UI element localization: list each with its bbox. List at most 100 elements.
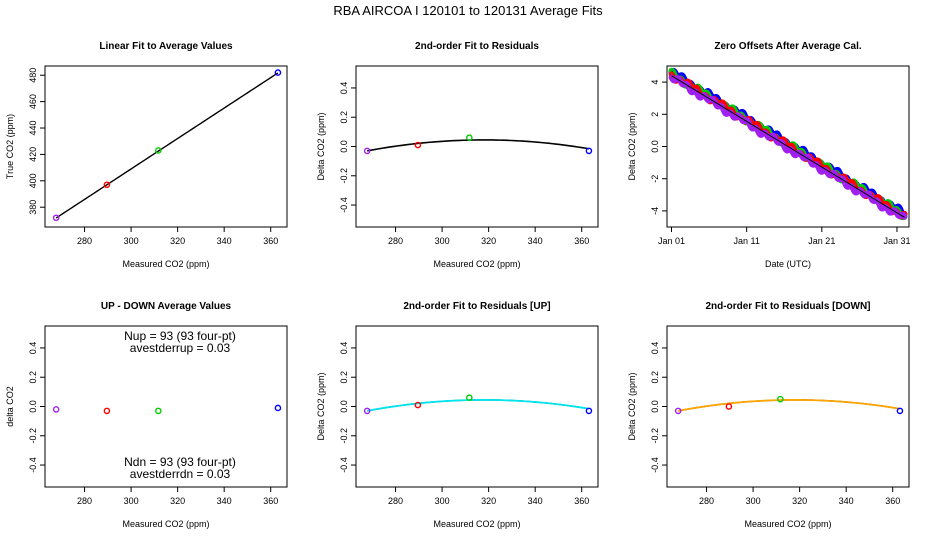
y-tick-label: 380 — [28, 200, 38, 215]
y-tick-label: -0.4 — [28, 457, 38, 473]
x-tick-label: 300 — [124, 496, 139, 506]
x-tick-label: 300 — [435, 236, 450, 246]
x-tick-label: Jan 31 — [883, 236, 910, 246]
x-tick-label: 320 — [170, 236, 185, 246]
x-axis-label: Date (UTC) — [765, 259, 811, 269]
y-axis-label: delta CO2 — [5, 386, 15, 427]
x-tick-label: 360 — [574, 236, 589, 246]
data-point — [414, 141, 422, 149]
x-tick-label: 300 — [124, 236, 139, 246]
y-tick-label: -0.2 — [339, 168, 349, 184]
chart-title: Linear Fit to Average Values — [99, 41, 233, 52]
y-tick-label: -0.2 — [339, 428, 349, 444]
chart-title: UP - DOWN Average Values — [101, 301, 232, 312]
data-point — [725, 403, 733, 410]
x-tick-label: 340 — [839, 496, 854, 506]
zero-offset-series — [668, 67, 908, 221]
y-axis-label: True CO2 (ppm) — [5, 114, 15, 179]
y-tick-label: 480 — [28, 68, 38, 83]
chart-title: 2nd-order Fit to Residuals [DOWN] — [706, 301, 871, 312]
data-point — [103, 181, 111, 189]
x-tick-label: 320 — [481, 496, 496, 506]
annotation-text: avestderrup = 0.03 — [130, 341, 231, 355]
y-tick-label: 400 — [28, 173, 38, 188]
x-tick-label: 340 — [217, 236, 232, 246]
y-tick-label: 0.2 — [650, 371, 660, 384]
x-axis-label: Measured CO2 (ppm) — [433, 259, 520, 269]
x-tick-label: 320 — [170, 496, 185, 506]
y-tick-label: -4 — [650, 207, 660, 215]
data-point — [363, 147, 371, 155]
data-point — [52, 406, 60, 413]
y-tick-label: 0.4 — [28, 342, 38, 355]
x-tick-label: 360 — [263, 496, 278, 506]
fit-line — [678, 399, 901, 412]
data-point — [466, 134, 473, 142]
y-tick-label: 460 — [28, 94, 38, 109]
x-axis-label: Measured CO2 (ppm) — [744, 519, 831, 529]
data-point — [103, 407, 111, 415]
y-axis-label: Delta CO2 (ppm) — [627, 372, 637, 440]
x-tick-label: 360 — [263, 236, 278, 246]
data-point — [155, 407, 162, 415]
fit-line — [367, 399, 590, 412]
x-tick-label: 360 — [574, 496, 589, 506]
y-tick-label: -0.4 — [650, 457, 660, 473]
x-axis-label: Measured CO2 (ppm) — [433, 519, 520, 529]
x-axis-label: Measured CO2 (ppm) — [122, 259, 209, 269]
x-tick-label: 320 — [792, 496, 807, 506]
y-tick-label: -0.2 — [28, 428, 38, 444]
data-point — [363, 407, 371, 415]
y-tick-label: 0.4 — [339, 342, 349, 355]
data-point — [274, 69, 282, 76]
y-tick-label: 0.0 — [339, 140, 349, 153]
y-tick-label: 0.0 — [339, 400, 349, 413]
x-tick-label: 340 — [217, 496, 232, 506]
x-tick-label: Jan 01 — [658, 236, 685, 246]
x-tick-label: 280 — [699, 496, 714, 506]
plot-frame — [44, 65, 288, 228]
y-tick-label: -2 — [650, 175, 660, 183]
chart-title: Zero Offsets After Average Cal. — [714, 41, 861, 52]
x-tick-label: 280 — [77, 236, 92, 246]
y-tick-label: 0.2 — [339, 371, 349, 384]
y-tick-label: 420 — [28, 147, 38, 162]
data-point — [414, 401, 422, 409]
data-point — [585, 147, 593, 155]
x-tick-label: 340 — [528, 496, 543, 506]
y-tick-label: -0.4 — [339, 197, 349, 213]
annotation-text: avestderrdn = 0.03 — [130, 467, 231, 481]
x-axis-label: Measured CO2 (ppm) — [122, 519, 209, 529]
y-axis-label: Delta CO2 (ppm) — [627, 112, 637, 180]
x-tick-label: Jan 11 — [733, 236, 759, 246]
data-point — [274, 404, 282, 412]
data-point — [52, 214, 60, 222]
annotation-text: Ndn = 93 (93 four-pt) — [124, 455, 236, 469]
x-tick-label: 280 — [388, 496, 403, 506]
y-tick-label: 0.0 — [28, 400, 38, 413]
data-point — [777, 395, 784, 403]
y-tick-label: 4 — [650, 80, 660, 85]
y-tick-label: 0.2 — [339, 111, 349, 124]
x-tick-label: 320 — [481, 236, 496, 246]
y-tick-label: 0.4 — [650, 342, 660, 355]
data-point — [466, 394, 473, 402]
annotation-text: Nup = 93 (93 four-pt) — [124, 329, 236, 343]
y-tick-label: 0.2 — [28, 371, 38, 384]
data-point — [155, 147, 162, 154]
trend-line — [671, 75, 905, 218]
x-tick-label: 280 — [388, 236, 403, 246]
data-point — [585, 407, 593, 415]
data-point — [901, 214, 908, 220]
x-tick-label: 360 — [885, 496, 900, 506]
data-point — [674, 407, 682, 415]
y-axis-label: Delta CO2 (ppm) — [316, 112, 326, 180]
y-tick-label: 440 — [28, 121, 38, 136]
y-tick-label: -0.4 — [339, 457, 349, 473]
y-tick-label: 0.4 — [339, 82, 349, 95]
x-tick-label: 300 — [746, 496, 761, 506]
y-tick-label: 0.0 — [650, 400, 660, 413]
x-tick-label: 300 — [435, 496, 450, 506]
y-tick-label: 2 — [650, 112, 660, 117]
